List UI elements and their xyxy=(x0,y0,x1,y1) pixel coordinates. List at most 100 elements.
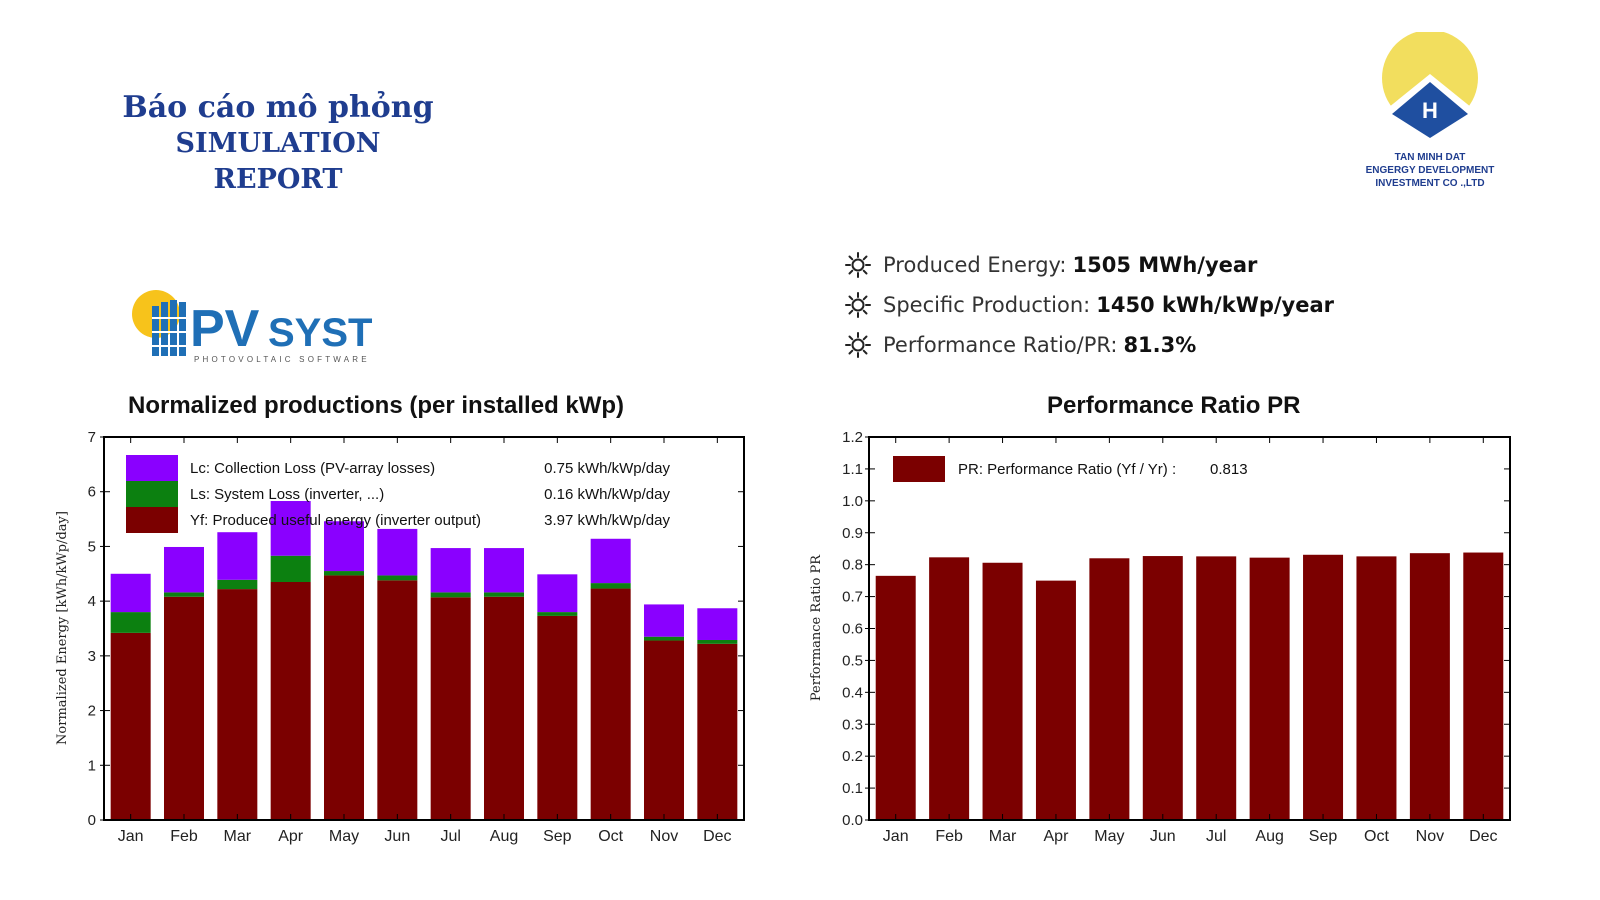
bar-nov-s0 xyxy=(644,640,684,820)
company-logo: H xyxy=(1378,32,1482,138)
bar-jan-s0 xyxy=(110,632,151,820)
legend-swatch xyxy=(126,455,178,481)
kpi-performance-ratio: Performance Ratio/PR: 81.3% xyxy=(845,325,1334,365)
y-tick-label: 1.1 xyxy=(842,461,863,478)
y-tick-label: 5 xyxy=(88,538,96,555)
report-title: Báo cáo mô phỏng SIMULATION REPORT xyxy=(118,90,438,198)
bar-feb-s2 xyxy=(164,546,204,593)
x-tick-label: Jul xyxy=(440,828,460,845)
kpi-label: Produced Energy: xyxy=(883,253,1067,277)
pr-chart-title: Performance Ratio PR xyxy=(1047,392,1301,419)
pvsyst-brand-pv: PV xyxy=(190,300,260,358)
kpi-label: Performance Ratio/PR: xyxy=(883,333,1118,357)
kpi-list: Produced Energy: 1505 MWh/year Specific … xyxy=(845,245,1334,365)
legend-label: Ls: System Loss (inverter, ...) xyxy=(190,486,384,503)
y-tick-label: 6 xyxy=(88,484,96,501)
x-tick-label: May xyxy=(1094,828,1124,845)
bar-oct-s2 xyxy=(590,538,631,584)
legend-value: 0.16 kWh/kWp/day xyxy=(544,486,670,503)
bar-jun-s1 xyxy=(377,575,418,581)
x-tick-label: Nov xyxy=(1416,828,1444,845)
bar-may-s0 xyxy=(324,575,364,820)
x-tick-label: Dec xyxy=(1469,828,1497,845)
kpi-label: Specific Production: xyxy=(883,293,1091,317)
y-tick-label: 0.9 xyxy=(842,525,863,542)
kpi-value: 81.3% xyxy=(1123,333,1197,357)
sun-icon xyxy=(845,252,871,278)
bar-jul-s0 xyxy=(430,597,471,820)
bar-oct-s0 xyxy=(590,588,631,820)
bar-jan-s2 xyxy=(110,573,151,613)
bar-dec-s2 xyxy=(697,608,738,640)
bar-jan-s0 xyxy=(875,575,916,820)
y-tick-label: 0.4 xyxy=(842,684,863,701)
kpi-produced-energy: Produced Energy: 1505 MWh/year xyxy=(845,245,1334,285)
bar-feb-s1 xyxy=(164,592,204,597)
x-tick-label: Jan xyxy=(883,828,909,845)
legend-label: Lc: Collection Loss (PV-array losses) xyxy=(190,460,435,477)
y-tick-label: 2 xyxy=(88,703,96,720)
bar-apr-s0 xyxy=(1035,580,1076,820)
bar-sep-s1 xyxy=(537,612,578,616)
sun-icon xyxy=(845,292,871,318)
x-tick-label: Feb xyxy=(935,828,963,845)
y-tick-label: 3 xyxy=(88,648,96,665)
y-tick-label: 0 xyxy=(88,812,96,829)
x-tick-label: Oct xyxy=(598,828,623,845)
x-tick-label: Sep xyxy=(543,828,572,845)
kpi-specific-production: Specific Production: 1450 kWh/kWp/year xyxy=(845,285,1334,325)
x-tick-label: Mar xyxy=(989,828,1017,845)
bar-aug-s1 xyxy=(484,592,524,597)
company-name-line3: INVESTMENT CO .,LTD xyxy=(1375,178,1485,189)
x-tick-label: Oct xyxy=(1364,828,1389,845)
plot-frame xyxy=(103,436,745,821)
x-tick-label: Jul xyxy=(1206,828,1226,845)
sun-icon xyxy=(845,332,871,358)
x-tick-label: Nov xyxy=(650,828,678,845)
company-logo-letter: H xyxy=(1422,98,1438,123)
x-tick-label: Feb xyxy=(170,828,198,845)
x-tick-label: Aug xyxy=(1255,828,1283,845)
y-tick-label: 0.5 xyxy=(842,652,863,669)
bar-mar-s0 xyxy=(217,589,258,820)
pvsyst-brand-syst: SYST xyxy=(268,311,372,355)
x-tick-label: Mar xyxy=(224,828,252,845)
legend-label: PR: Performance Ratio (Yf / Yr) : xyxy=(958,461,1176,478)
y-tick-label: 1 xyxy=(88,757,96,774)
bar-aug-s2 xyxy=(484,548,524,593)
legend-label: Yf: Produced useful energy (inverter out… xyxy=(190,512,481,529)
bar-apr-s0 xyxy=(270,581,311,820)
company-name-line2: ENGERGY DEVELOPMENT xyxy=(1365,165,1495,176)
bar-jun-s0 xyxy=(1142,556,1183,820)
bar-nov-s0 xyxy=(1409,553,1450,820)
y-tick-label: 7 xyxy=(88,429,96,446)
bar-dec-s1 xyxy=(697,639,738,644)
x-tick-label: Sep xyxy=(1309,828,1338,845)
pvsyst-logo: PV SYST PHOTOVOLTAIC SOFTWARE xyxy=(132,290,372,364)
y-tick-label: 0.6 xyxy=(842,621,863,638)
x-tick-label: Dec xyxy=(703,828,731,845)
x-tick-label: Jun xyxy=(1150,828,1176,845)
y-tick-label: 1.2 xyxy=(842,429,863,446)
legend-value: 0.75 kWh/kWp/day xyxy=(544,460,670,477)
kpi-value: 1450 kWh/kWp/year xyxy=(1096,293,1335,317)
pvsyst-tagline: PHOTOVOLTAIC SOFTWARE xyxy=(194,355,370,364)
bar-aug-s0 xyxy=(1249,557,1290,820)
bar-dec-s0 xyxy=(1463,552,1504,820)
legend-swatch xyxy=(126,507,178,533)
bar-feb-s0 xyxy=(164,596,204,820)
report-title-vi: Báo cáo mô phỏng xyxy=(122,90,434,125)
bar-jun-s0 xyxy=(377,580,418,820)
bar-mar-s0 xyxy=(982,562,1023,820)
y-tick-label: 0.7 xyxy=(842,589,863,606)
report-title-en: SIMULATION REPORT xyxy=(175,128,381,195)
legend-value: 3.97 kWh/kWp/day xyxy=(544,512,670,529)
bar-may-s0 xyxy=(1089,558,1130,820)
x-tick-label: Jun xyxy=(384,828,410,845)
normalized-chart-title: Normalized productions (per installed kW… xyxy=(128,392,625,419)
bar-dec-s0 xyxy=(697,643,738,820)
y-axis-label: Performance Ratio PR xyxy=(809,554,824,701)
y-tick-label: 0.0 xyxy=(842,812,863,829)
y-tick-label: 4 xyxy=(88,593,96,610)
